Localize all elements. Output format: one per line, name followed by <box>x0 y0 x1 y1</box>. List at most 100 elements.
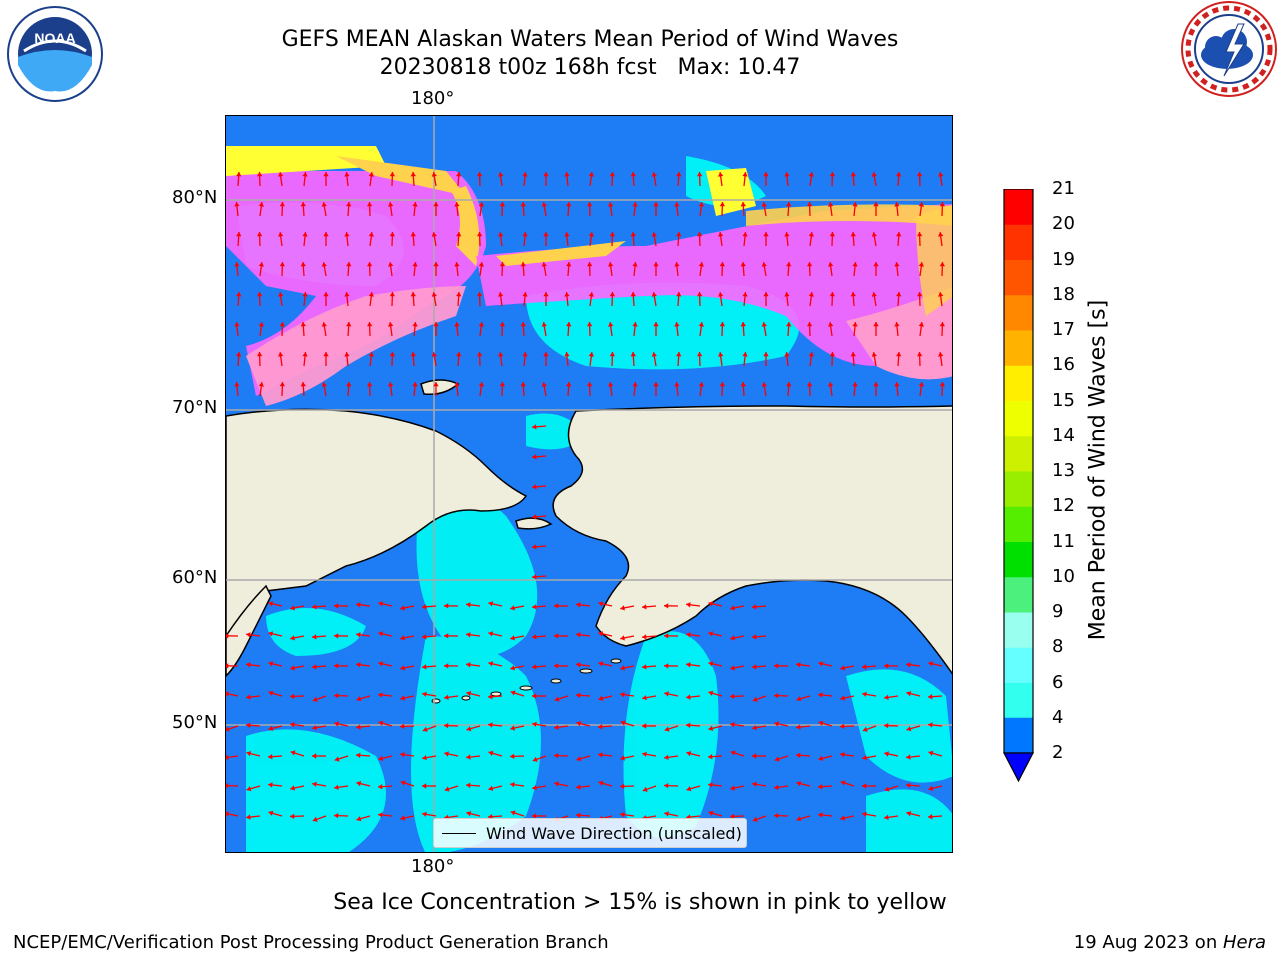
wind-wave-arrowhead <box>620 812 625 818</box>
wind-wave-arrowhead <box>676 232 682 237</box>
wind-wave-arrowhead <box>784 292 790 297</box>
wind-wave-arrowhead <box>598 752 603 758</box>
wind-wave-arrowhead <box>609 172 615 177</box>
wind-wave-arrowhead <box>761 322 767 327</box>
wind-wave-arrowhead <box>499 382 505 387</box>
wind-wave-arrowhead <box>321 322 327 327</box>
wind-wave-arrowhead <box>554 696 560 702</box>
wind-wave-arrowhead <box>388 262 394 267</box>
wind-wave-arrowhead <box>576 662 581 668</box>
wind-wave-arrowhead <box>498 232 504 237</box>
wind-wave-arrowhead <box>939 262 945 267</box>
wind-wave-arrowhead <box>378 755 384 761</box>
wind-wave-arrowhead <box>431 352 437 357</box>
wind-wave-arrowhead <box>917 232 923 237</box>
wind-wave-arrowhead <box>268 810 274 816</box>
wind-wave-arrowhead <box>664 663 669 669</box>
wind-wave-arrowhead <box>466 782 471 788</box>
wind-wave-arrowhead <box>456 172 462 177</box>
legend-label: Wind Wave Direction (unscaled) <box>486 823 742 843</box>
wind-wave-arrowhead <box>431 172 437 177</box>
wind-wave-arrowhead <box>862 726 868 732</box>
wind-wave-arrowhead <box>630 292 636 297</box>
wind-wave-arrowhead <box>697 172 703 177</box>
wind-wave-arrowhead <box>752 725 757 731</box>
lon-label-bottom: 180° <box>411 856 455 877</box>
wind-wave-arrowhead <box>630 232 636 237</box>
wind-wave-arrowhead <box>620 783 625 789</box>
wind-wave-arrowhead <box>368 232 374 237</box>
wind-wave-arrowhead <box>300 202 306 207</box>
wind-wave-arrowhead <box>410 352 416 357</box>
wind-wave-arrowhead <box>422 755 427 761</box>
colorbar-under-arrow <box>1003 752 1034 783</box>
wind-wave-arrowhead <box>478 202 484 207</box>
wind-wave-arrowhead <box>323 172 329 177</box>
wind-wave-arrowhead <box>290 785 295 791</box>
wind-wave-arrowhead <box>742 172 748 177</box>
footer-machine: Hera <box>1222 932 1266 953</box>
wind-wave-arrowhead <box>752 696 758 702</box>
wind-wave-arrowhead <box>774 663 779 669</box>
wind-wave-arrowhead <box>642 751 647 757</box>
wind-wave-arrowhead <box>642 695 647 701</box>
wind-wave-arrowhead <box>620 720 626 726</box>
colorbar-tick-label: 2 <box>1052 742 1064 763</box>
wind-wave-arrowhead <box>761 202 767 207</box>
wind-wave-arrowhead <box>334 784 339 790</box>
wind-wave-arrowhead <box>587 382 593 387</box>
wind-wave-arrowhead <box>653 262 659 267</box>
wind-wave-arrowhead <box>344 292 350 297</box>
wind-wave-arrowhead <box>818 784 823 790</box>
wind-wave-arrowhead <box>938 292 944 297</box>
wind-wave-arrowhead <box>786 382 792 387</box>
wind-wave-arrowhead <box>278 232 284 237</box>
wind-wave-arrowhead <box>608 322 614 327</box>
wind-wave-arrowhead <box>378 631 384 637</box>
wind-wave-arrowhead <box>400 780 406 786</box>
wind-wave-arrowhead <box>389 352 395 357</box>
wind-wave-arrowhead <box>632 382 638 387</box>
wind-wave-arrowhead <box>268 754 273 760</box>
wind-wave-arrowhead <box>752 781 757 787</box>
wind-wave-arrowhead <box>290 665 295 671</box>
wind-wave-arrowhead <box>808 352 814 357</box>
wind-wave-arrowhead <box>258 382 264 387</box>
wind-wave-arrowhead <box>388 322 394 327</box>
colorbar-segment <box>1004 647 1033 683</box>
wind-wave-arrowhead <box>896 172 902 177</box>
colorbar-tick-label: 4 <box>1052 706 1064 728</box>
wind-wave-arrowhead <box>431 292 437 297</box>
wind-wave-arrowhead <box>234 382 240 387</box>
wind-wave-arrowhead <box>718 172 724 177</box>
wind-wave-arrowhead <box>763 232 769 237</box>
wind-wave-arrowhead <box>389 172 395 177</box>
lat-label-70: 70°N <box>172 397 218 418</box>
wind-wave-arrowhead <box>828 382 834 387</box>
wind-wave-arrowhead <box>808 232 814 237</box>
wind-wave-arrowhead <box>312 725 317 731</box>
wind-wave-arrowhead <box>620 665 625 671</box>
wind-wave-arrowhead <box>488 661 494 667</box>
wind-wave-arrowhead <box>368 172 374 177</box>
wind-wave-arrowhead <box>763 172 769 177</box>
wind-wave-arrowhead <box>334 693 339 699</box>
wind-wave-arrowhead <box>852 262 858 267</box>
wind-wave-arrowhead <box>554 663 559 669</box>
colorbar-segment <box>1004 612 1033 648</box>
nws-logo <box>1180 0 1278 102</box>
colorbar-segment <box>1004 541 1033 578</box>
wind-wave-arrowhead <box>938 172 944 177</box>
wind-wave-arrowhead <box>620 635 625 641</box>
wind-wave-arrowhead <box>598 780 604 786</box>
wind-wave-arrowhead <box>257 352 263 357</box>
wind-wave-arrowhead <box>378 601 384 607</box>
wind-wave-arrowhead <box>554 753 559 759</box>
wind-wave-arrowhead <box>938 232 944 237</box>
wind-wave-arrowhead <box>708 782 713 788</box>
wind-wave-arrowhead <box>510 725 515 731</box>
wind-wave-arrowhead <box>334 756 340 762</box>
wind-wave-arrowhead <box>367 322 373 327</box>
colorbar-segment <box>1004 259 1033 296</box>
wind-wave-arrowhead <box>928 814 933 820</box>
